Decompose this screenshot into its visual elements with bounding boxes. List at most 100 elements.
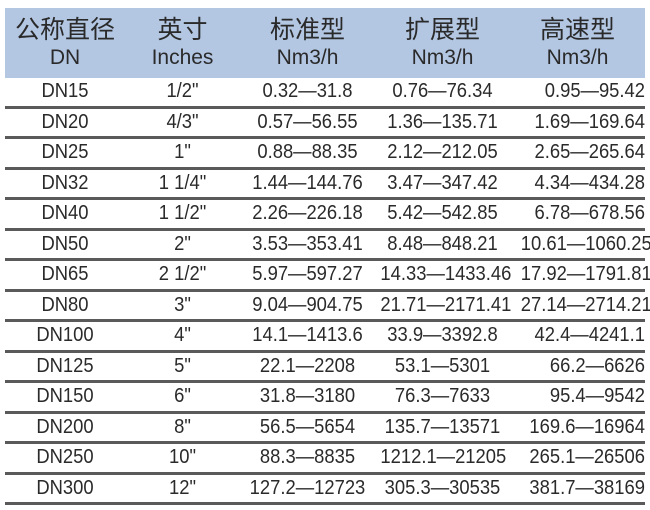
table-cell: 31.8—3180 bbox=[259, 385, 356, 408]
table-cell: 1" bbox=[174, 141, 191, 164]
table-cell: DN300 bbox=[36, 476, 94, 499]
table-cell: 1 1/2" bbox=[158, 202, 207, 225]
table-cell: 8.48—848.21 bbox=[387, 232, 498, 255]
table-cell: 0.76—76.34 bbox=[392, 80, 493, 103]
table-cell: 2.12—212.05 bbox=[387, 141, 498, 164]
table-cell: 2 1/2" bbox=[158, 263, 207, 286]
table-row: DN200 8" 56.5—5654 135.7—13571 169.6—16964 bbox=[5, 414, 645, 444]
table-row: DN40 1 1/2" 2.26—226.18 5.42—542.85 6.78—678… bbox=[5, 200, 645, 231]
table-cell: DN250 bbox=[36, 446, 94, 469]
table-cell: DN40 bbox=[41, 202, 89, 225]
column-header-zh: 标准型 bbox=[269, 16, 345, 44]
table-cell: 5.97—597.27 bbox=[252, 263, 363, 286]
table-cell: 1212.1—21205 bbox=[380, 446, 507, 469]
table-cell: 2" bbox=[174, 232, 191, 255]
column-header-zh: 高速型 bbox=[539, 16, 615, 44]
table-row: DN32 1 1/4" 1.44—144.76 3.47—347.42 4.34—434… bbox=[5, 170, 645, 200]
table-cell: 22.1—2208 bbox=[259, 354, 356, 377]
table-cell: 0.32—31.8 bbox=[262, 80, 353, 103]
table-cell: 10" bbox=[168, 446, 196, 469]
table-cell: 5" bbox=[174, 354, 191, 377]
table-cell: 305.3—30535 bbox=[384, 476, 501, 499]
table-row: DN125 5" 22.1—2208 53.1—5301 66.2—6626 bbox=[5, 353, 645, 383]
table-cell: 0.88—88.35 bbox=[257, 141, 358, 164]
table-cell: DN125 bbox=[36, 354, 94, 377]
flow-range-table: 公称直径 DN 英寸 Inches 标准型 Nm3/h 扩展型 Nm3/h 高速型 Nm3/h D… bbox=[5, 8, 650, 505]
table-cell: DN200 bbox=[36, 415, 94, 438]
table-row: DN80 3" 9.04—904.75 21.71—2171.41 27.14—2714… bbox=[5, 292, 650, 322]
table-cell: 42.4—4241.1 bbox=[534, 324, 645, 347]
table-cell: 4/3" bbox=[166, 110, 199, 133]
table-body: DN15 1/2" 0.32—31.8 0.76—76.34 0.95—95.42 DN2… bbox=[5, 78, 650, 505]
table-header: 公称直径 DN 英寸 Inches 标准型 Nm3/h 扩展型 Nm3/h 高速型 Nm3/h bbox=[5, 8, 645, 78]
table-cell: 53.1—5301 bbox=[394, 354, 491, 377]
table-cell: 3.47—347.42 bbox=[387, 171, 498, 194]
column-header-en: Nm3/h bbox=[411, 46, 474, 69]
table-cell: 135.7—13571 bbox=[384, 415, 501, 438]
table-cell: 95.4—9542 bbox=[549, 385, 645, 408]
table-row: DN250 10" 88.3—8835 1212.1—21205 265.1—26506 bbox=[5, 444, 645, 475]
column-header: 扩展型 Nm3/h bbox=[375, 8, 510, 78]
table-cell: DN20 bbox=[41, 110, 89, 133]
table-cell: 127.2—12723 bbox=[249, 476, 366, 499]
table-cell: 21.71—2171.41 bbox=[380, 293, 512, 316]
table-cell: 1/2" bbox=[166, 80, 199, 103]
table-cell: 14.1—1413.6 bbox=[252, 324, 363, 347]
column-header-zh: 扩展型 bbox=[404, 16, 480, 44]
table-cell: 4.34—434.28 bbox=[534, 171, 645, 194]
table-cell: 0.57—56.55 bbox=[257, 110, 358, 133]
column-header-en: Nm3/h bbox=[546, 46, 609, 69]
table-cell: 17.92—1791.81 bbox=[520, 263, 650, 286]
table-cell: 5.42—542.85 bbox=[387, 202, 498, 225]
table-cell: 27.14—2714.21 bbox=[520, 293, 650, 316]
table-cell: 1.44—144.76 bbox=[252, 171, 363, 194]
table-row: DN150 6" 31.8—3180 76.3—7633 95.4—9542 bbox=[5, 383, 645, 414]
column-header: 公称直径 DN bbox=[5, 8, 125, 78]
table-cell: 66.2—6626 bbox=[549, 354, 645, 377]
table-cell: 14.33—1433.46 bbox=[380, 263, 512, 286]
table-row: DN65 2 1/2" 5.97—597.27 14.33—1433.46 17.92—… bbox=[5, 261, 650, 292]
table-cell: 88.3—8835 bbox=[259, 446, 356, 469]
table-cell: 8" bbox=[174, 415, 191, 438]
table-cell: 10.61—1060.25 bbox=[520, 232, 650, 255]
table-cell: 381.7—38169 bbox=[529, 476, 645, 499]
table-row: DN100 4" 14.1—1413.6 33.9—3392.8 42.4—4241.1 bbox=[5, 322, 645, 353]
column-header: 高速型 Nm3/h bbox=[510, 8, 645, 78]
table-cell: 1.69—169.64 bbox=[534, 110, 645, 133]
column-header-en: Inches bbox=[151, 46, 214, 69]
table-cell: 6.78—678.56 bbox=[534, 202, 645, 225]
table-cell: DN80 bbox=[41, 293, 89, 316]
table-cell: 1 1/4" bbox=[158, 171, 207, 194]
table-cell: 6" bbox=[174, 385, 191, 408]
table-row: DN50 2" 3.53—353.41 8.48—848.21 10.61—1060.2… bbox=[5, 231, 650, 261]
column-header: 英寸 Inches bbox=[125, 8, 240, 78]
table-cell: DN100 bbox=[36, 324, 94, 347]
table-cell: 56.5—5654 bbox=[259, 415, 356, 438]
table-cell: 9.04—904.75 bbox=[252, 293, 363, 316]
table-cell: DN32 bbox=[41, 171, 89, 194]
table-row: DN25 1" 0.88—88.35 2.12—212.05 2.65—265.64 bbox=[5, 139, 645, 170]
table-cell: 12" bbox=[168, 476, 196, 499]
column-header-en: Nm3/h bbox=[276, 46, 339, 69]
table-cell: 2.65—265.64 bbox=[534, 141, 645, 164]
table-row: DN20 4/3" 0.57—56.55 1.36—135.71 1.69—169.64 bbox=[5, 109, 645, 139]
table-cell: 76.3—7633 bbox=[394, 385, 491, 408]
table-cell: 33.9—3392.8 bbox=[387, 324, 498, 347]
table-cell: 3.53—353.41 bbox=[252, 232, 363, 255]
table-row: DN300 12" 127.2—12723 305.3—30535 381.7—3816… bbox=[5, 475, 645, 505]
table-row: DN15 1/2" 0.32—31.8 0.76—76.34 0.95—95.42 bbox=[5, 78, 645, 109]
table-cell: DN25 bbox=[41, 141, 89, 164]
table-cell: DN150 bbox=[36, 385, 94, 408]
table-cell: DN50 bbox=[41, 232, 89, 255]
table-cell: 4" bbox=[174, 324, 191, 347]
table-cell: DN65 bbox=[41, 263, 89, 286]
table-cell: DN15 bbox=[41, 80, 89, 103]
table-cell: 169.6—16964 bbox=[529, 415, 645, 438]
column-header-zh: 公称直径 bbox=[14, 16, 115, 44]
column-header-en: DN bbox=[49, 46, 81, 69]
table-cell: 1.36—135.71 bbox=[387, 110, 498, 133]
table-cell: 0.95—95.42 bbox=[544, 80, 645, 103]
table-cell: 3" bbox=[174, 293, 191, 316]
table-cell: 265.1—26506 bbox=[529, 446, 645, 469]
column-header: 标准型 Nm3/h bbox=[240, 8, 375, 78]
